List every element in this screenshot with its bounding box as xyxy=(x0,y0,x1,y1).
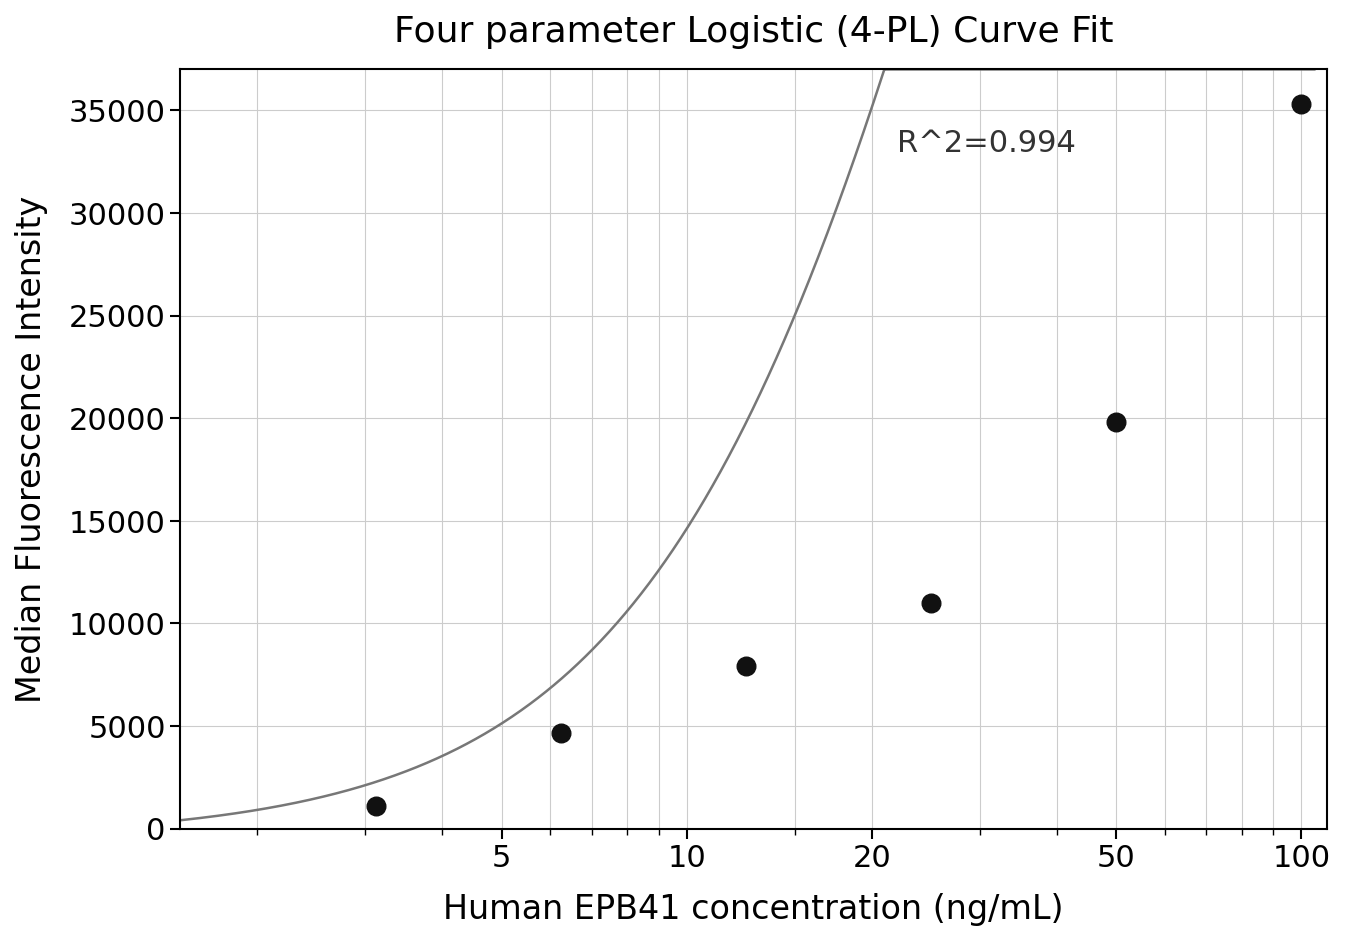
Title: Four parameter Logistic (4-PL) Curve Fit: Four parameter Logistic (4-PL) Curve Fit xyxy=(393,15,1113,49)
Point xyxy=(1290,97,1312,112)
Text: R^2=0.994: R^2=0.994 xyxy=(897,129,1075,158)
Point xyxy=(735,659,757,674)
Point xyxy=(1105,415,1126,430)
Point xyxy=(365,799,387,814)
Point xyxy=(551,726,572,741)
Point xyxy=(920,596,942,611)
X-axis label: Human EPB41 concentration (ng/mL): Human EPB41 concentration (ng/mL) xyxy=(443,893,1063,926)
Y-axis label: Median Fluorescence Intensity: Median Fluorescence Intensity xyxy=(15,196,48,703)
